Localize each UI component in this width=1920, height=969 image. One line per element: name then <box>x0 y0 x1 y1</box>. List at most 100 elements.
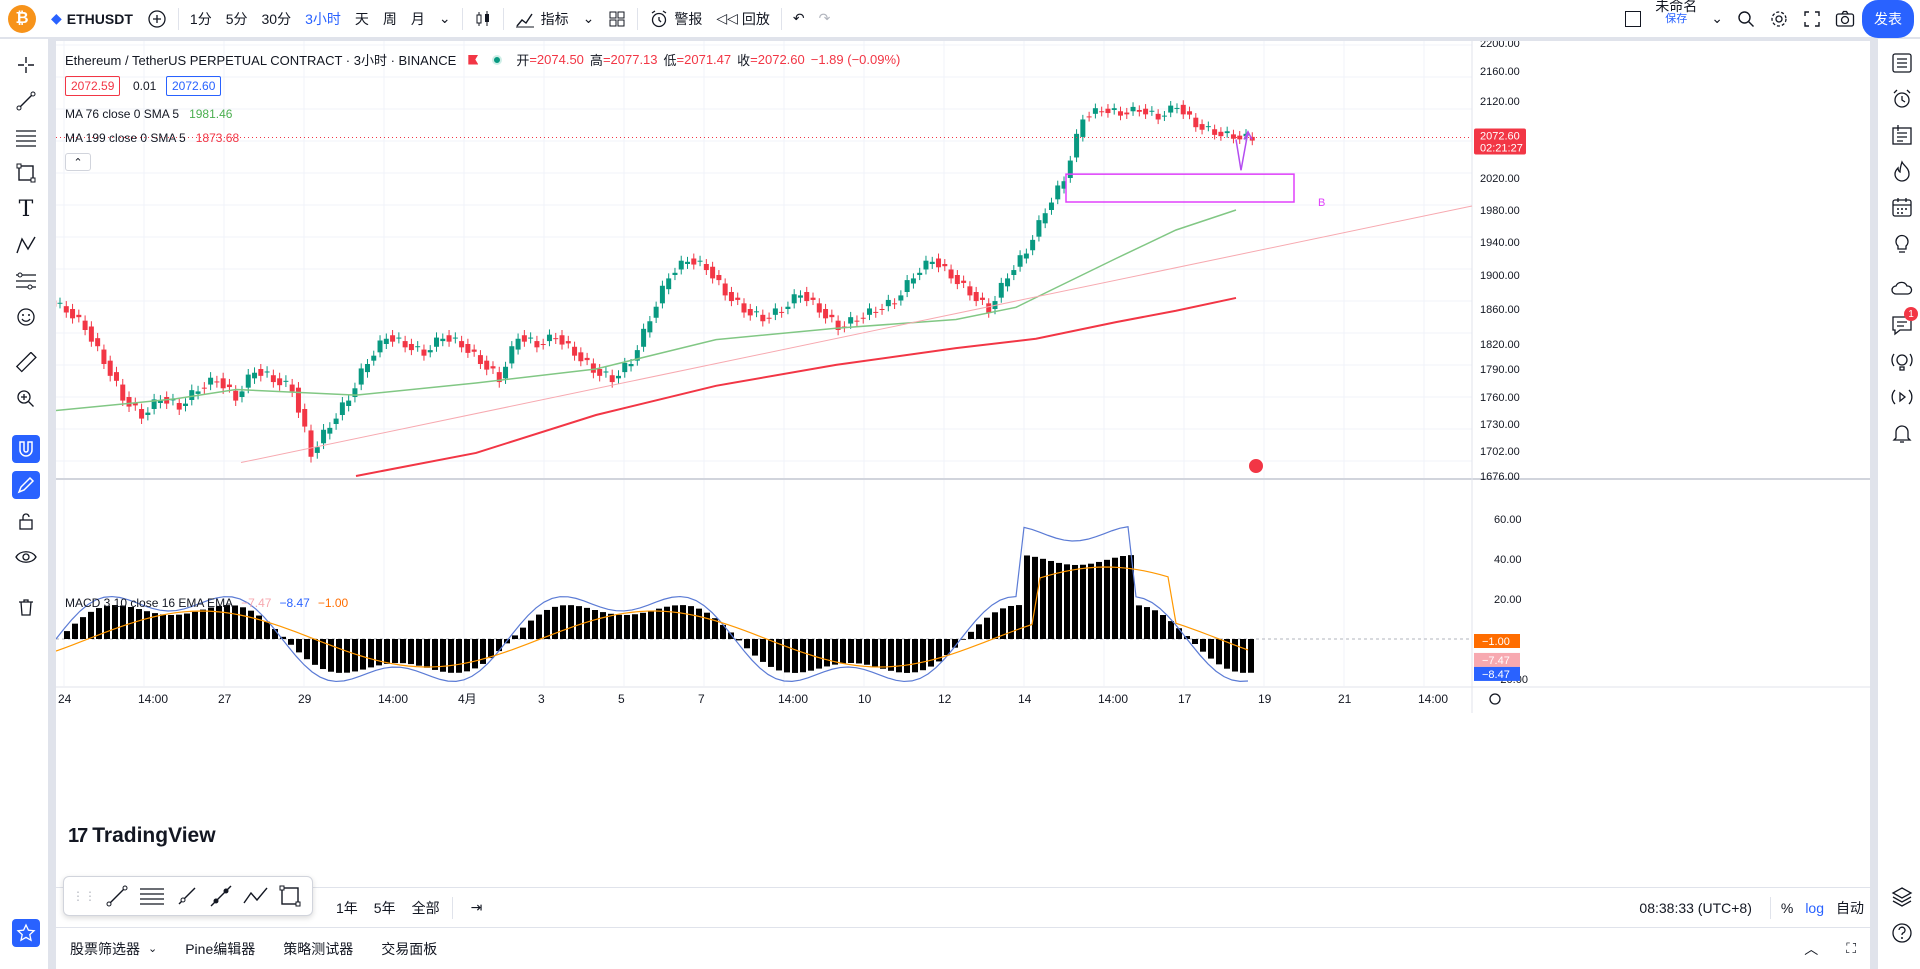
path-icon[interactable] <box>242 883 270 909</box>
symbol-search[interactable]: ◆ ETHUSDT <box>44 0 140 38</box>
auto-scale-toggle[interactable]: 自动 <box>1836 899 1864 916</box>
magnet-tool[interactable] <box>12 435 40 463</box>
interval-dropdown[interactable]: ⌄ <box>432 0 458 38</box>
hotlists-button[interactable] <box>1888 157 1916 185</box>
macd-histogram-bar <box>960 639 966 640</box>
crosshair-tool[interactable] <box>12 51 40 79</box>
candle-body <box>540 344 546 345</box>
candle-body <box>1205 126 1211 128</box>
candle-body <box>1011 270 1017 275</box>
streams-button[interactable] <box>1888 275 1916 303</box>
publish-button[interactable]: 发表 <box>1862 0 1914 38</box>
add-symbol-button[interactable] <box>140 0 174 38</box>
layout-dropdown[interactable]: ⌄ <box>1704 0 1730 38</box>
signals-button[interactable] <box>1888 347 1916 375</box>
alert-label: 警报 <box>674 10 703 27</box>
sell-button[interactable]: 2072.59 <box>65 76 121 96</box>
interval-week[interactable]: 周 <box>382 10 397 27</box>
candle-body <box>496 372 502 383</box>
chart-pane[interactable]: 2200.00 2160.00 2120.00 2020.00 1980.00 1940.… <box>56 41 1870 927</box>
buy-button[interactable]: 2072.60 <box>166 76 222 96</box>
ruler-tool[interactable] <box>12 349 40 377</box>
alerts-panel-button[interactable] <box>1888 85 1916 113</box>
shapes-tool[interactable] <box>12 159 40 187</box>
range-5y[interactable]: 5年 <box>373 899 396 916</box>
candle-body <box>954 275 960 285</box>
extended-line-icon[interactable] <box>208 883 234 909</box>
candle-body <box>967 286 973 296</box>
interval-day[interactable]: 天 <box>354 10 369 27</box>
rectangle-icon[interactable] <box>278 884 302 908</box>
interval-3h[interactable]: 3小时 <box>305 10 341 27</box>
collapse-legend-button[interactable]: ⌃ <box>65 153 91 171</box>
data-window-button[interactable] <box>1888 121 1916 149</box>
object-tree-button[interactable] <box>1888 883 1916 911</box>
tab-screener[interactable]: 股票筛选器 ⌄ <box>56 939 171 959</box>
ray-icon[interactable] <box>174 883 200 909</box>
calendar-button[interactable] <box>1888 193 1916 221</box>
watchlist-button[interactable] <box>1888 49 1916 77</box>
notifications-button[interactable] <box>1888 419 1916 447</box>
ideas-button[interactable] <box>1888 229 1916 257</box>
candle-body <box>1149 110 1155 112</box>
interval-5m[interactable]: 5分 <box>225 10 248 27</box>
lock-tool[interactable] <box>12 507 40 535</box>
pattern-tool[interactable] <box>12 231 40 259</box>
draw-mode-tool[interactable] <box>12 471 40 499</box>
clock-display[interactable]: 08:38:33 (UTC+8) <box>1639 899 1752 916</box>
zoom-tool[interactable] <box>12 385 40 413</box>
maximize-panel-button[interactable]: ⛶ <box>1832 940 1870 957</box>
replay-button[interactable]: ◁◁ 回放 <box>709 0 777 38</box>
interval-1m[interactable]: 1分 <box>189 10 212 27</box>
layout-name-button[interactable]: 未命名 保存 <box>1648 0 1704 38</box>
percent-scale-toggle[interactable]: % <box>1780 899 1794 916</box>
log-scale-toggle[interactable]: log <box>1805 899 1824 916</box>
range-all[interactable]: 全部 <box>411 899 440 916</box>
macd-value-tag-text: −1.00 <box>1482 636 1510 648</box>
help-button[interactable] <box>1888 919 1916 947</box>
candle-body <box>691 258 697 265</box>
macd-legend[interactable]: MACD 3 10 close 16 EMA EMA −7.47 −8.47 −… <box>65 596 348 610</box>
trendline-icon[interactable] <box>104 883 130 909</box>
ma199-legend[interactable]: MA 199 close 0 SMA 5 1873.68 <box>65 131 239 145</box>
alert-button[interactable]: 警报 <box>642 0 709 38</box>
tab-trading-panel[interactable]: 交易面板 <box>381 940 438 957</box>
emoji-tool[interactable] <box>12 303 40 331</box>
chart-canvas[interactable]: 2200.002160.002120.002020.001980.001940.… <box>56 41 1870 887</box>
undo-button[interactable]: ↶ <box>786 0 812 38</box>
collapse-panel-button[interactable]: ︿ <box>1790 939 1832 959</box>
prediction-tool[interactable] <box>12 267 40 295</box>
redo-button[interactable]: ↷ <box>812 0 838 38</box>
chats-button[interactable]: 1 <box>1888 307 1918 339</box>
drag-handle-icon[interactable]: ⋮⋮ <box>72 889 96 903</box>
search-button[interactable] <box>1730 0 1762 38</box>
trendline-tool[interactable] <box>12 87 40 115</box>
select-layout-checkbox[interactable] <box>1618 0 1648 38</box>
settings-button[interactable] <box>1762 0 1796 38</box>
annotation-B: B <box>1318 197 1325 209</box>
tab-strategy-tester[interactable]: 策略测试器 <box>283 940 354 957</box>
indicators-button[interactable]: 指标 <box>508 0 576 38</box>
indicators-dropdown[interactable]: ⌄ <box>576 0 602 38</box>
time-axis-label: 7 <box>698 692 705 706</box>
broadcast-button[interactable] <box>1888 383 1916 411</box>
delete-tool[interactable] <box>12 593 40 621</box>
horizontal-lines-icon <box>16 130 36 147</box>
horizontal-lines-icon[interactable] <box>138 883 166 909</box>
interval-30m[interactable]: 30分 <box>261 10 292 27</box>
interval-month[interactable]: 月 <box>410 10 425 27</box>
layouts-button[interactable] <box>601 0 633 38</box>
macd-histogram-bar <box>112 605 118 639</box>
time-axis-label: 19 <box>1258 692 1272 706</box>
chart-type-button[interactable] <box>467 0 499 38</box>
goto-date-button[interactable]: ⇥ <box>457 899 497 916</box>
range-1y[interactable]: 1年 <box>336 899 358 916</box>
ma76-legend[interactable]: MA 76 close 0 SMA 5 1981.46 <box>65 107 232 121</box>
favorites-tool[interactable] <box>12 919 40 947</box>
fullscreen-button[interactable] <box>1796 0 1828 38</box>
fib-tool[interactable] <box>12 123 40 151</box>
text-tool[interactable]: T <box>12 195 40 223</box>
tab-pine-editor[interactable]: Pine编辑器 <box>185 940 256 957</box>
snapshot-button[interactable] <box>1828 0 1862 38</box>
visibility-tool[interactable] <box>12 543 40 571</box>
